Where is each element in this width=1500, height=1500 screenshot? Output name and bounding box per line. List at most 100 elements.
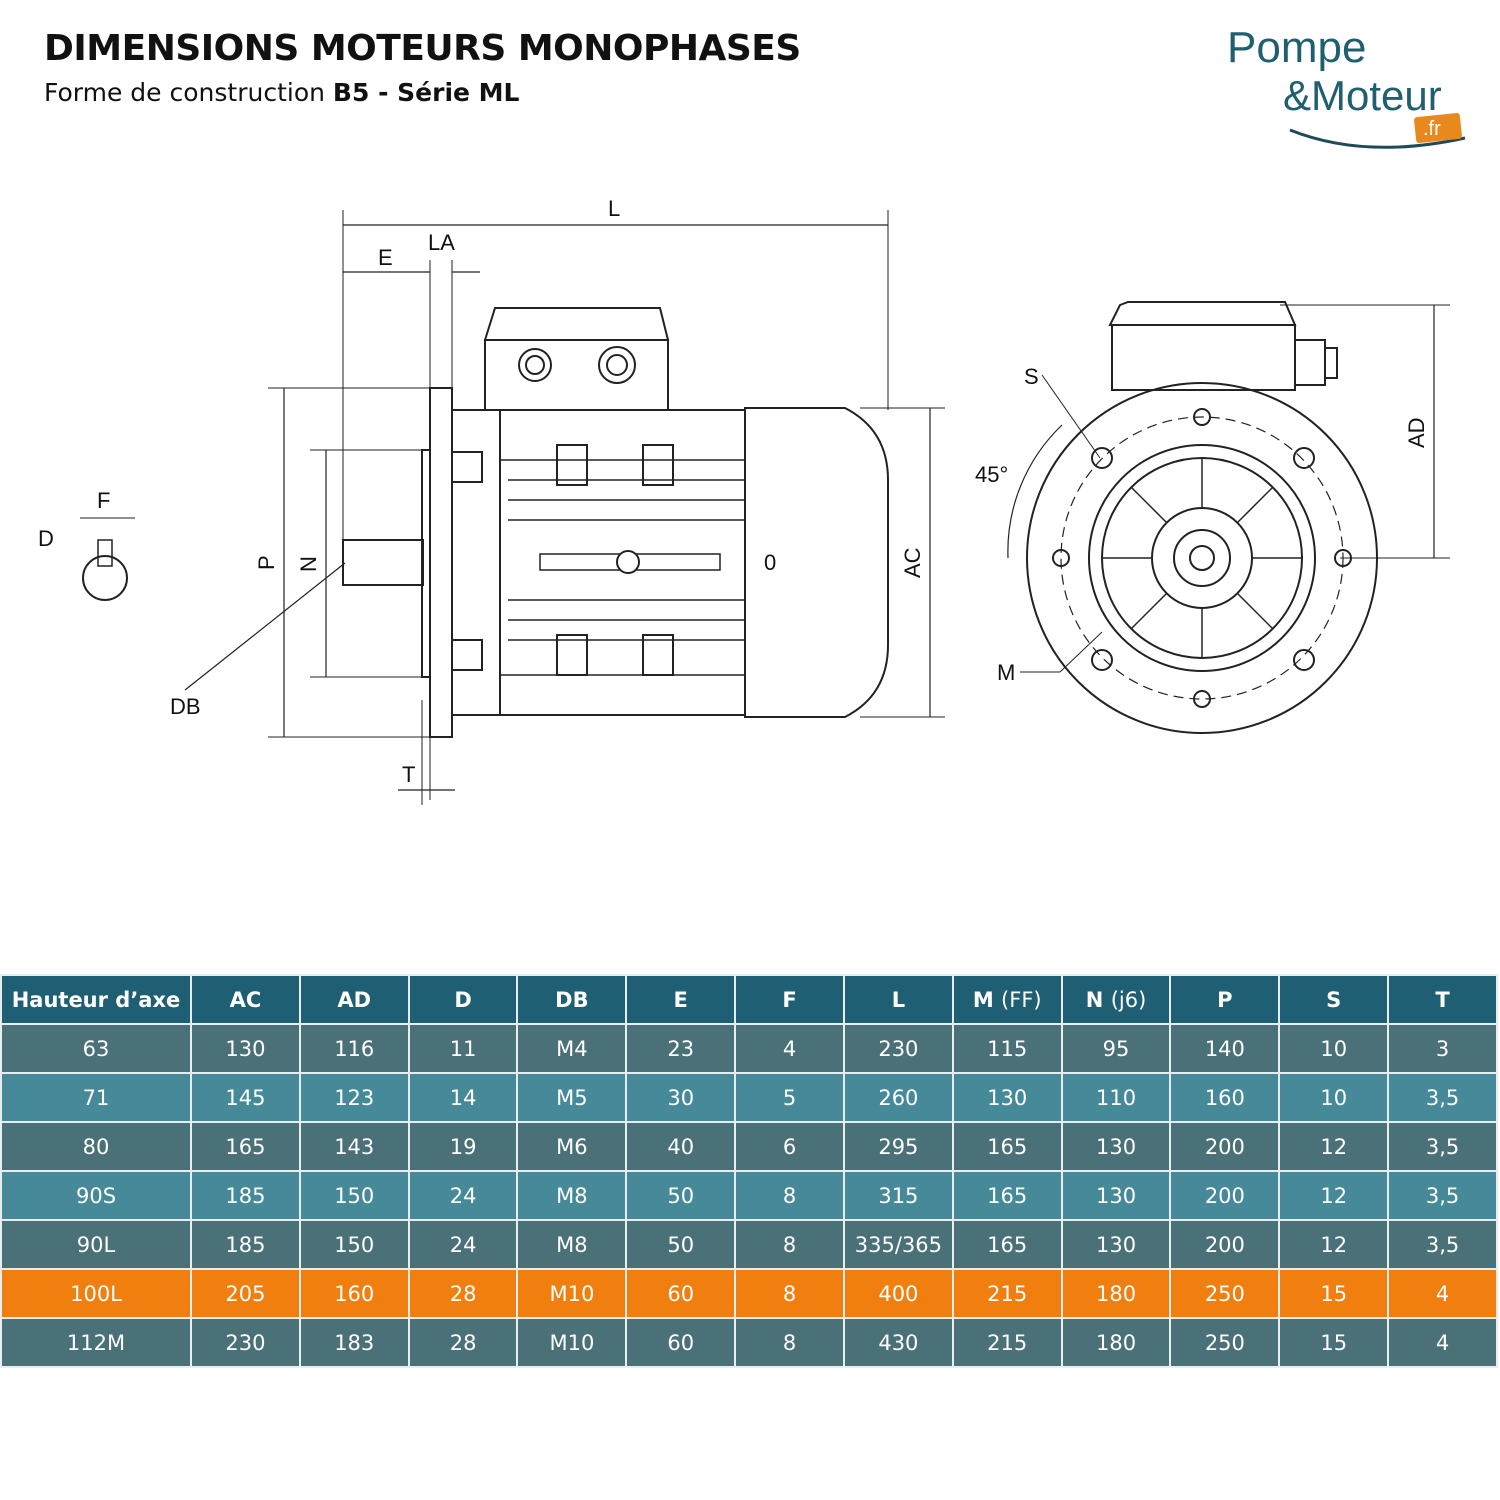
column-header-note: (FF) bbox=[1001, 987, 1042, 1012]
table-cell: 140 bbox=[1169, 1023, 1281, 1074]
table-cell: 50 bbox=[625, 1219, 737, 1270]
table-cell: 123 bbox=[298, 1072, 410, 1123]
column-header-label: N bbox=[1085, 987, 1104, 1012]
column-header: M (FF) bbox=[951, 974, 1063, 1025]
table-cell: 215 bbox=[951, 1268, 1063, 1319]
column-header: F bbox=[734, 974, 845, 1025]
label-AC: AC bbox=[900, 547, 925, 578]
table-cell: M4 bbox=[516, 1023, 628, 1074]
logo-line2: &Moteur bbox=[1283, 72, 1442, 119]
table-cell: 185 bbox=[190, 1170, 301, 1221]
column-header: N (j6) bbox=[1060, 974, 1172, 1025]
table-cell: 315 bbox=[842, 1170, 954, 1221]
table-cell: M5 bbox=[516, 1072, 628, 1123]
table-cell: 143 bbox=[298, 1121, 410, 1172]
table-cell: 4 bbox=[734, 1023, 845, 1074]
table-cell: M8 bbox=[516, 1170, 628, 1221]
table-cell: 8 bbox=[734, 1219, 845, 1270]
side-view bbox=[80, 210, 945, 805]
column-header: D bbox=[407, 974, 519, 1025]
table-cell: 24 bbox=[407, 1170, 519, 1221]
table-cell: 110 bbox=[1060, 1072, 1172, 1123]
table-cell: 60 bbox=[625, 1268, 737, 1319]
table-cell: 130 bbox=[190, 1023, 301, 1074]
table-cell: 250 bbox=[1169, 1317, 1281, 1368]
table-row: 63 130 116 11 M4 23 4 230 115 95 140 10 3 bbox=[0, 1023, 1498, 1074]
column-header-label: E bbox=[673, 987, 688, 1012]
table-cell: 19 bbox=[407, 1121, 519, 1172]
table-row: 71 145 123 14 M5 30 5 260 130 110 160 10 3,5 bbox=[0, 1072, 1498, 1123]
column-header-note: (j6) bbox=[1110, 987, 1147, 1012]
table-cell: 8 bbox=[734, 1170, 845, 1221]
column-header: L bbox=[842, 974, 954, 1025]
table-cell: 28 bbox=[407, 1268, 519, 1319]
table-cell: 200 bbox=[1169, 1219, 1281, 1270]
table-cell: 50 bbox=[625, 1170, 737, 1221]
column-header-label: P bbox=[1217, 987, 1233, 1012]
label-T: T bbox=[402, 762, 415, 787]
motor-dimension-drawing: L LA E F D P N DB T 0 AC AD S M 45° bbox=[38, 196, 1450, 805]
table-cell: 40 bbox=[625, 1121, 737, 1172]
label-LA: LA bbox=[428, 230, 455, 255]
table-cell: 71 bbox=[0, 1072, 192, 1123]
table-cell: 215 bbox=[951, 1317, 1063, 1368]
table-cell: 145 bbox=[190, 1072, 301, 1123]
label-S: S bbox=[1024, 364, 1039, 389]
page-title: DIMENSIONS MOTEURS MONOPHASES bbox=[44, 28, 801, 69]
column-header-label: AC bbox=[229, 987, 262, 1012]
table-cell: 160 bbox=[1169, 1072, 1281, 1123]
table-cell: 160 bbox=[298, 1268, 410, 1319]
dimensions-table: Hauteur d’axe AC AD D DB E F L M (FF) N (j6) P S T 6… bbox=[0, 974, 1498, 1368]
table-cell: 15 bbox=[1278, 1317, 1390, 1368]
table-cell: 165 bbox=[190, 1121, 301, 1172]
table-cell: M8 bbox=[516, 1219, 628, 1270]
table-row: 112M 230 183 28 M10 60 8 430 215 180 250 15 4 bbox=[0, 1317, 1498, 1368]
table-cell: 400 bbox=[842, 1268, 954, 1319]
pompe-moteur-logo: Pompe &Moteur .fr bbox=[1227, 23, 1466, 149]
table-cell: 130 bbox=[951, 1072, 1063, 1123]
table-row: 100L 205 160 28 M10 60 8 400 215 180 250 15 4 bbox=[0, 1268, 1498, 1319]
table-cell: 3 bbox=[1387, 1023, 1498, 1074]
table-cell: M10 bbox=[516, 1317, 628, 1368]
column-header: E bbox=[625, 974, 737, 1025]
table-cell: 12 bbox=[1278, 1121, 1390, 1172]
label-AD: AD bbox=[1404, 417, 1429, 448]
table-cell: 3,5 bbox=[1387, 1072, 1498, 1123]
table-cell: 11 bbox=[407, 1023, 519, 1074]
column-header: T bbox=[1387, 974, 1498, 1025]
table-cell: 115 bbox=[951, 1023, 1063, 1074]
table-row: 90L 185 150 24 M8 50 8 335/365 165 130 200 12 3,5 bbox=[0, 1219, 1498, 1270]
table-cell: 165 bbox=[951, 1170, 1063, 1221]
table-cell: 150 bbox=[298, 1170, 410, 1221]
column-header: S bbox=[1278, 974, 1390, 1025]
label-DB: DB bbox=[170, 694, 201, 719]
label-M: M bbox=[997, 660, 1015, 685]
table-cell: 15 bbox=[1278, 1268, 1390, 1319]
table-cell: 3,5 bbox=[1387, 1219, 1498, 1270]
table-cell: 112M bbox=[0, 1317, 192, 1368]
table-cell: 80 bbox=[0, 1121, 192, 1172]
table-cell: 130 bbox=[1060, 1170, 1172, 1221]
column-header-label: L bbox=[891, 987, 906, 1012]
label-D: D bbox=[38, 526, 54, 551]
table-cell: 260 bbox=[842, 1072, 954, 1123]
label-L: L bbox=[608, 196, 620, 221]
table-cell: 8 bbox=[734, 1317, 845, 1368]
table-cell: 30 bbox=[625, 1072, 737, 1123]
table-header-row: Hauteur d’axe AC AD D DB E F L M (FF) N (j6) P S T bbox=[0, 974, 1498, 1025]
page-subtitle: Forme de construction B5 - Série ML bbox=[44, 78, 519, 107]
table-cell: 230 bbox=[842, 1023, 954, 1074]
table-cell: 10 bbox=[1278, 1023, 1390, 1074]
table-cell: 12 bbox=[1278, 1219, 1390, 1270]
column-header: AC bbox=[190, 974, 301, 1025]
column-header: P bbox=[1169, 974, 1281, 1025]
logo-badge: .fr bbox=[1423, 118, 1441, 140]
table-cell: 200 bbox=[1169, 1170, 1281, 1221]
table-cell: 8 bbox=[734, 1268, 845, 1319]
table-cell: 3,5 bbox=[1387, 1170, 1498, 1221]
table-cell: 430 bbox=[842, 1317, 954, 1368]
label-P: P bbox=[254, 555, 279, 570]
column-header-label: T bbox=[1435, 987, 1450, 1012]
table-cell: 150 bbox=[298, 1219, 410, 1270]
